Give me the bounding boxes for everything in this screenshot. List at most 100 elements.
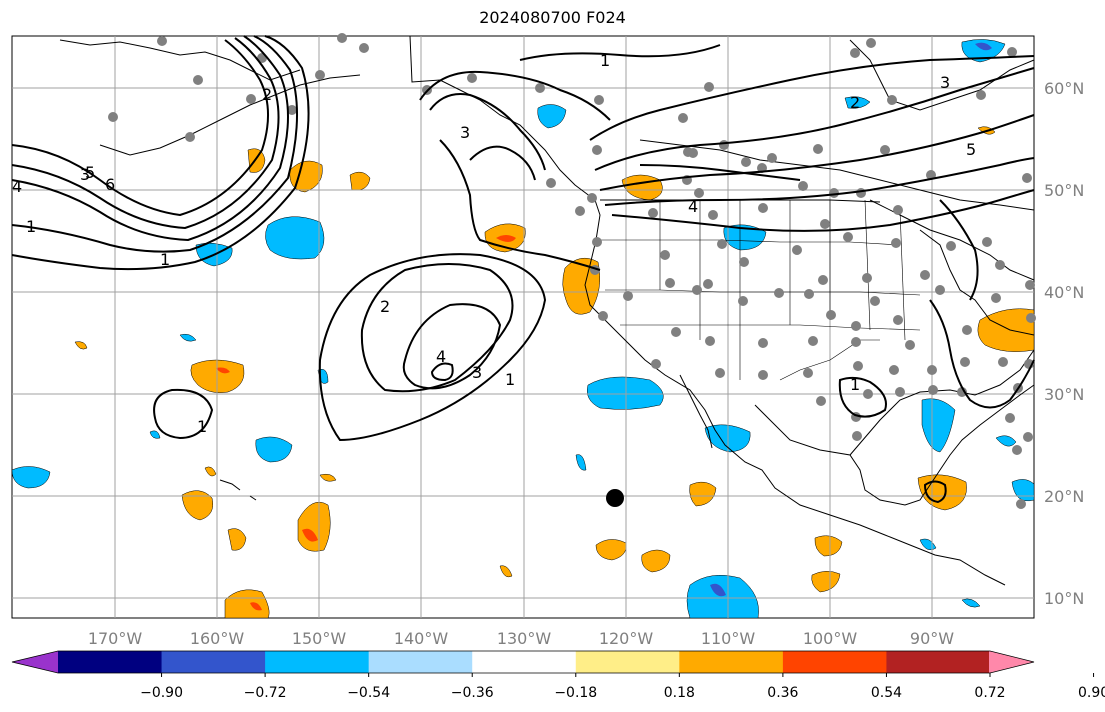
colorbar-segment <box>58 651 163 673</box>
lat-label: 30°N <box>1044 385 1084 404</box>
shaded-anomaly-areas <box>11 39 1035 619</box>
anomaly-positive-area <box>917 474 967 511</box>
colorbar-segment <box>368 651 473 673</box>
anomaly-positive-area <box>297 501 331 552</box>
colorbar-tick-label: −0.18 <box>554 685 597 701</box>
lon-label: 150°W <box>292 629 347 648</box>
colorbar-tick-label: −0.90 <box>140 685 183 701</box>
anomaly-positive-area <box>811 571 841 593</box>
anomaly-negative-area <box>575 454 587 471</box>
longitude-labels: 170°W 160°W 150°W 140°W 130°W 120°W 110°… <box>88 629 954 648</box>
contour-label: 3 <box>940 73 950 92</box>
contour-label: 4 <box>436 347 446 366</box>
anomaly-positive-area <box>562 257 600 315</box>
lat-label: 40°N <box>1044 283 1084 302</box>
anomaly-negative-area <box>11 466 51 489</box>
anomaly-negative-area <box>995 435 1017 447</box>
colorbar-tick-label: −0.72 <box>244 685 287 701</box>
contour-label: 4 <box>12 177 22 196</box>
colorbar-tick-label: 0.90 <box>1078 685 1105 701</box>
anomaly-strong-positive-area <box>496 235 516 242</box>
lon-label: 160°W <box>190 629 245 648</box>
anomaly-positive-area <box>689 481 717 507</box>
colorbar-extend-max <box>989 651 1034 673</box>
anomaly-negative-area <box>961 598 981 608</box>
anomaly-negative-area <box>1011 479 1035 502</box>
lat-label: 20°N <box>1044 487 1084 506</box>
lon-label: 100°W <box>803 629 858 648</box>
colorbar-tick-label: −0.54 <box>347 685 390 701</box>
contour-label: 3 <box>460 123 470 142</box>
anomaly-negative-area <box>179 333 197 342</box>
anomaly-positive-area <box>595 539 627 561</box>
colorbar-outline <box>11 650 1035 674</box>
lat-label: 10°N <box>1044 589 1084 608</box>
state-borders <box>600 199 921 381</box>
colorbar-tick-label: 0.54 <box>871 685 902 701</box>
anomaly-negative-area <box>723 224 767 251</box>
contour-label: 1 <box>505 370 515 389</box>
anomaly-positive-area <box>181 490 213 521</box>
lon-label: 110°W <box>701 629 756 648</box>
anomaly-negative-area <box>686 574 759 619</box>
anomaly-negative-area <box>537 104 567 129</box>
anomaly-positive-area <box>224 589 270 619</box>
colorbar-tick-label: 0.72 <box>974 685 1005 701</box>
colorbar-segment <box>886 651 991 673</box>
map-title: 2024080700 F024 <box>479 8 626 27</box>
lon-label: 90°W <box>910 629 954 648</box>
colorbar-segment <box>679 651 784 673</box>
contour-lines <box>11 35 1035 504</box>
highlight-point-marker <box>606 489 624 507</box>
contour-label: 1 <box>26 217 36 236</box>
contour-label: 1 <box>600 51 610 70</box>
colorbar-segment <box>161 651 266 673</box>
anomaly-positive-area <box>814 535 843 557</box>
anomaly-positive-area <box>319 473 337 482</box>
colorbar-segment <box>575 651 680 673</box>
colorbar-tick-label: 0.18 <box>664 685 695 701</box>
anomaly-positive-area <box>499 565 513 578</box>
anomaly-positive-area <box>641 549 671 573</box>
lat-label: 50°N <box>1044 181 1084 200</box>
colorbar-tick-label: −0.36 <box>451 685 494 701</box>
anomaly-strong-negative-area <box>975 42 992 51</box>
latitude-labels: 60°N 50°N 40°N 30°N 20°N 10°N <box>1044 79 1084 608</box>
anomaly-negative-area <box>265 216 325 260</box>
anomaly-positive-area <box>247 148 266 173</box>
colorbar-segment <box>472 651 577 673</box>
contour-label: 2 <box>262 85 272 104</box>
anomaly-negative-area <box>587 376 664 410</box>
anomaly-negative-area <box>149 430 161 439</box>
anomaly-strong-negative-area <box>710 583 726 597</box>
station-markers <box>108 33 1036 509</box>
contour-labels: 2 3 1 4 5 6 3 2 1 4 1 3 4 2 5 1 3 1 1 <box>12 51 976 436</box>
contour-label: 3 <box>472 363 482 382</box>
anomaly-negative-area <box>921 398 956 453</box>
lon-label: 170°W <box>88 629 143 648</box>
contour-label: 2 <box>850 93 860 112</box>
anomaly-positive-area <box>204 466 217 477</box>
contour-label: 6 <box>105 175 115 194</box>
contour-label: 1 <box>160 250 170 269</box>
lon-label: 120°W <box>599 629 654 648</box>
contour-label: 1 <box>850 375 860 394</box>
contour-label: 5 <box>85 163 95 182</box>
anomaly-strong-positive-area <box>216 367 230 374</box>
anomaly-strong-positive-area <box>250 602 262 611</box>
anomaly-strong-positive-area <box>302 528 318 542</box>
contour-label: 5 <box>966 140 976 159</box>
colorbar-tick-label: 0.36 <box>767 685 798 701</box>
lon-label: 130°W <box>497 629 552 648</box>
anomaly-negative-area <box>961 39 1006 63</box>
colorbar-segment <box>265 651 370 673</box>
anomaly-negative-area <box>255 436 293 463</box>
anomaly-positive-area <box>74 341 88 350</box>
anomaly-positive-area <box>227 528 247 551</box>
lat-label: 60°N <box>1044 79 1084 98</box>
anomaly-positive-area <box>977 308 1035 352</box>
lon-label: 140°W <box>394 629 449 648</box>
coastlines <box>59 35 1035 586</box>
contour-label: 3 <box>80 165 90 184</box>
